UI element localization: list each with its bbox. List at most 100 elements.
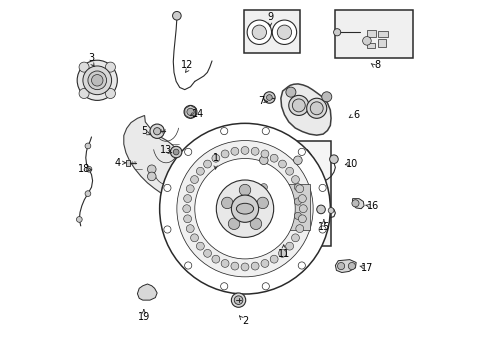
Circle shape	[83, 66, 112, 95]
Circle shape	[261, 150, 269, 158]
Text: 19: 19	[138, 312, 150, 322]
Circle shape	[164, 184, 171, 192]
Circle shape	[77, 60, 117, 100]
Circle shape	[88, 71, 107, 90]
Circle shape	[264, 92, 275, 103]
Circle shape	[196, 167, 204, 175]
Circle shape	[298, 195, 306, 203]
Text: 5: 5	[142, 126, 147, 135]
Circle shape	[216, 180, 274, 237]
Circle shape	[85, 143, 91, 149]
Polygon shape	[124, 116, 187, 197]
Circle shape	[92, 75, 103, 86]
Text: 15: 15	[318, 222, 330, 231]
Text: 10: 10	[346, 159, 358, 169]
Text: 6: 6	[353, 111, 359, 121]
Bar	[335, 10, 413, 58]
Circle shape	[212, 154, 220, 162]
Text: 11: 11	[278, 248, 290, 258]
Circle shape	[294, 156, 302, 165]
Polygon shape	[335, 260, 356, 273]
Circle shape	[105, 89, 116, 99]
Text: 2: 2	[242, 316, 248, 325]
Circle shape	[334, 29, 341, 36]
Circle shape	[177, 140, 313, 277]
Bar	[367, 42, 375, 48]
Circle shape	[267, 95, 272, 100]
Text: 14: 14	[192, 109, 204, 119]
Circle shape	[352, 200, 359, 207]
Circle shape	[319, 226, 326, 233]
Circle shape	[164, 226, 171, 233]
Circle shape	[231, 195, 259, 222]
Circle shape	[289, 95, 309, 116]
Circle shape	[251, 262, 259, 270]
Circle shape	[185, 262, 192, 269]
Circle shape	[220, 283, 228, 290]
Circle shape	[241, 147, 249, 154]
Circle shape	[184, 195, 192, 203]
Circle shape	[310, 102, 323, 115]
Circle shape	[196, 242, 204, 250]
Bar	[126, 160, 129, 166]
Polygon shape	[281, 84, 331, 135]
Bar	[378, 40, 386, 47]
Circle shape	[183, 205, 191, 213]
Polygon shape	[252, 184, 275, 230]
Text: 16: 16	[367, 201, 379, 211]
Circle shape	[298, 148, 305, 156]
Circle shape	[221, 150, 229, 158]
Circle shape	[330, 155, 338, 163]
Circle shape	[204, 160, 212, 168]
Circle shape	[286, 87, 296, 97]
Circle shape	[76, 217, 82, 222]
Text: 17: 17	[361, 263, 373, 273]
Text: 8: 8	[375, 60, 381, 70]
Polygon shape	[137, 284, 157, 300]
Bar	[245, 10, 300, 53]
Circle shape	[298, 262, 305, 269]
Circle shape	[160, 123, 330, 294]
Text: 4: 4	[115, 158, 121, 168]
Circle shape	[292, 234, 299, 242]
Text: 13: 13	[160, 144, 172, 154]
Circle shape	[247, 20, 271, 44]
Polygon shape	[280, 138, 295, 158]
Circle shape	[79, 89, 89, 99]
Circle shape	[298, 215, 306, 223]
Circle shape	[212, 255, 220, 263]
Circle shape	[231, 147, 239, 155]
Text: 12: 12	[181, 60, 194, 70]
Circle shape	[251, 147, 259, 155]
Circle shape	[260, 156, 268, 165]
Circle shape	[293, 99, 305, 112]
Circle shape	[191, 234, 198, 242]
Circle shape	[278, 160, 286, 168]
Circle shape	[277, 25, 292, 40]
Circle shape	[294, 184, 301, 191]
Text: 7: 7	[258, 96, 264, 106]
Circle shape	[261, 260, 269, 267]
Circle shape	[173, 149, 179, 155]
Circle shape	[171, 146, 182, 158]
Circle shape	[239, 184, 251, 196]
Circle shape	[250, 218, 262, 230]
Text: 18: 18	[78, 164, 91, 174]
Circle shape	[184, 105, 197, 118]
Circle shape	[270, 154, 278, 162]
Circle shape	[221, 260, 229, 267]
Circle shape	[86, 166, 92, 172]
Circle shape	[260, 198, 268, 205]
Circle shape	[317, 205, 325, 214]
Circle shape	[231, 293, 245, 307]
Circle shape	[186, 185, 194, 193]
Circle shape	[184, 215, 192, 223]
Polygon shape	[250, 149, 277, 238]
Polygon shape	[285, 149, 311, 238]
Circle shape	[228, 218, 240, 230]
Circle shape	[294, 198, 301, 205]
Circle shape	[220, 127, 228, 135]
Polygon shape	[353, 199, 364, 209]
Circle shape	[286, 167, 294, 175]
Circle shape	[105, 62, 116, 72]
